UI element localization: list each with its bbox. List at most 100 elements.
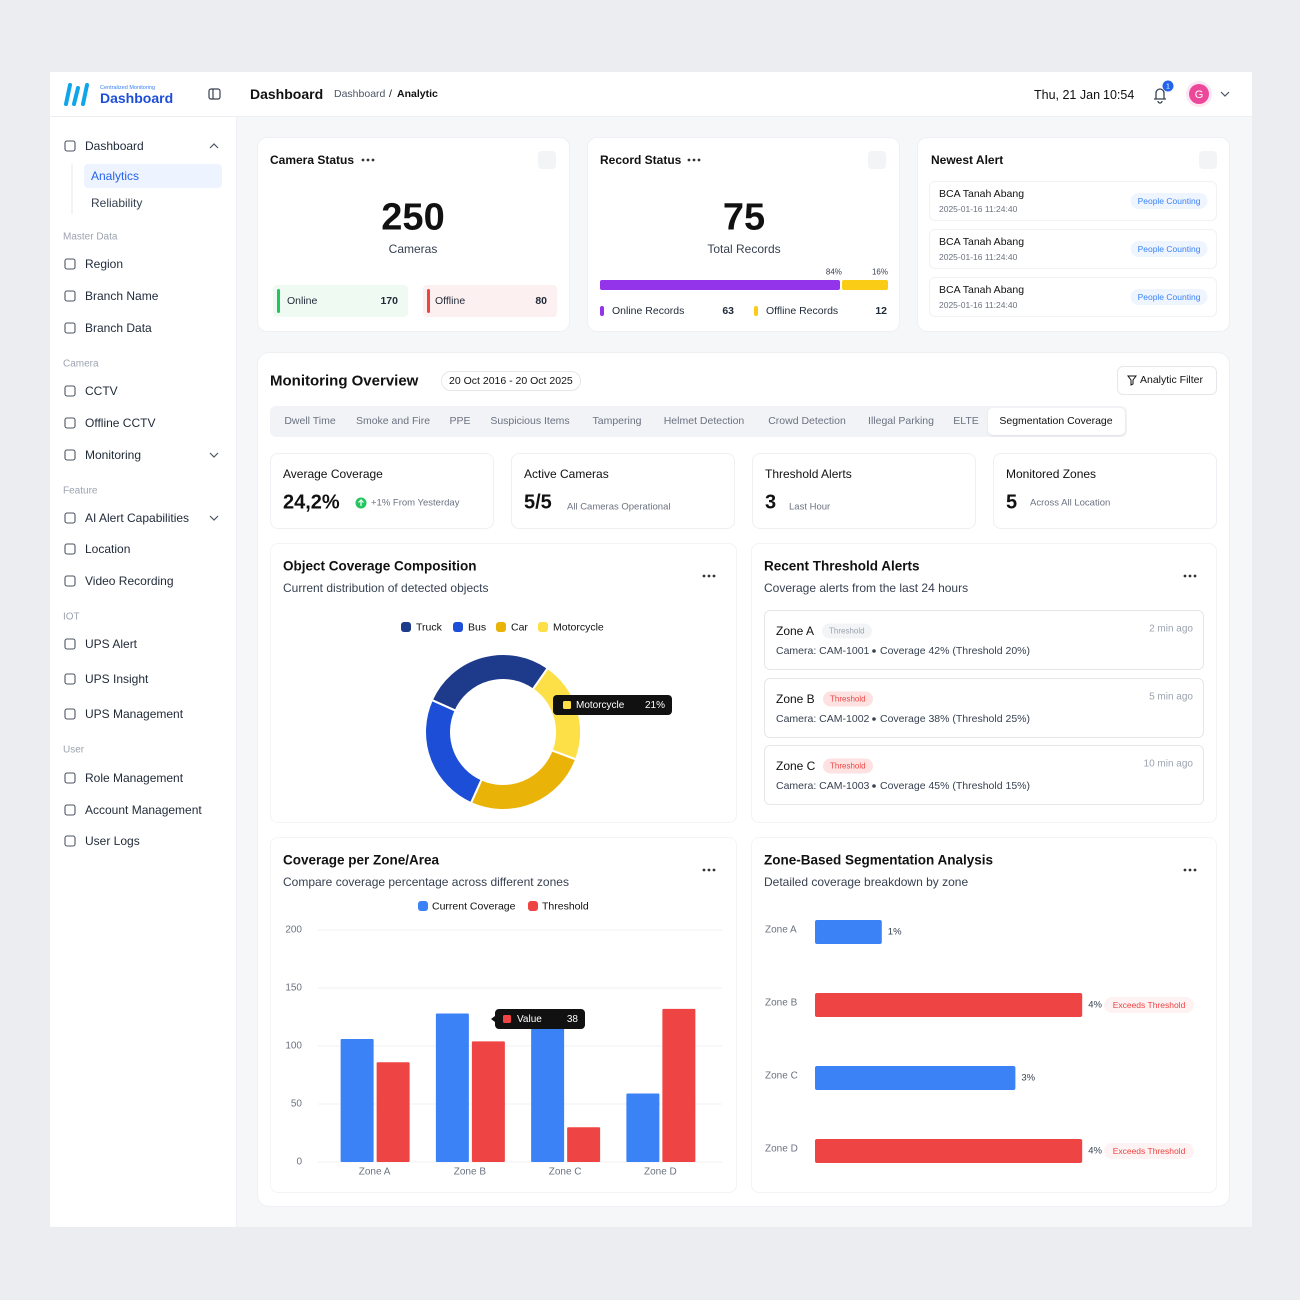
chart-title: Coverage per Zone/Area bbox=[283, 852, 440, 868]
chart-card bbox=[270, 837, 737, 1193]
alert-coverage: Coverage 42% (Threshold 20%) bbox=[880, 645, 1030, 657]
alert-item[interactable] bbox=[764, 745, 1204, 805]
nav-item[interactable]: CCTV bbox=[85, 384, 118, 398]
online-indicator bbox=[277, 289, 280, 313]
nav-subitem[interactable]: Reliability bbox=[91, 196, 143, 210]
nav-item[interactable]: Dashboard bbox=[85, 139, 144, 153]
record-status-card bbox=[587, 137, 900, 332]
tab[interactable]: Tampering bbox=[592, 415, 642, 427]
breadcrumb-item: Analytic bbox=[397, 88, 438, 100]
alert-time: 2025-01-16 11:24:40 bbox=[939, 300, 1018, 310]
tab-bar bbox=[270, 406, 1127, 437]
tab[interactable]: Dwell Time bbox=[284, 415, 336, 427]
chart-title: Zone-Based Segmentation Analysis bbox=[764, 852, 994, 868]
alert-time: 5 min ago bbox=[1149, 691, 1193, 703]
chart-subtitle: Compare coverage percentage across diffe… bbox=[283, 875, 569, 889]
tab[interactable]: PPE bbox=[449, 415, 471, 427]
nav-item[interactable]: Role Management bbox=[85, 771, 184, 785]
nav-section-title: Camera bbox=[63, 358, 99, 370]
stat-note: Across All Location bbox=[1030, 497, 1111, 509]
alert-badge: Threshold bbox=[823, 691, 873, 707]
nav-item[interactable]: Branch Data bbox=[85, 321, 152, 335]
offline-box bbox=[423, 285, 557, 317]
alert-row[interactable] bbox=[929, 277, 1217, 317]
alert-time: 2025-01-16 11:24:40 bbox=[939, 252, 1018, 262]
nav-item[interactable]: Account Management bbox=[85, 803, 202, 817]
stat-card bbox=[993, 453, 1217, 529]
monitoring-panel bbox=[257, 352, 1230, 1207]
legend-swatch bbox=[754, 306, 758, 316]
stat-value: 5/5 bbox=[524, 491, 552, 514]
nav-item[interactable]: UPS Insight bbox=[85, 672, 149, 686]
nav-item[interactable]: Offline CCTV bbox=[85, 416, 156, 430]
chart-card bbox=[751, 543, 1217, 823]
nav-item[interactable]: UPS Alert bbox=[85, 637, 138, 651]
share-label: 84% bbox=[825, 267, 842, 277]
stat-note: All Cameras Operational bbox=[567, 501, 671, 513]
tab[interactable]: Smoke and Fire bbox=[355, 415, 431, 427]
nav-item[interactable]: Region bbox=[85, 257, 124, 271]
nav-active-bg bbox=[84, 164, 222, 188]
stat-value: 24,2% bbox=[283, 491, 340, 514]
nav-section-title: Master Data bbox=[63, 231, 118, 243]
alert-zone: Zone C bbox=[776, 759, 816, 773]
alert-row[interactable] bbox=[929, 229, 1217, 269]
card-title: Newest Alert bbox=[931, 153, 1004, 167]
stat-label: Monitored Zones bbox=[1006, 467, 1097, 481]
alert-time: 2 min ago bbox=[1149, 623, 1193, 635]
stat-value: 5 bbox=[1006, 491, 1018, 514]
chart-card bbox=[751, 837, 1217, 1193]
alert-row[interactable] bbox=[929, 181, 1217, 221]
tab[interactable]: ELTE bbox=[953, 415, 979, 427]
card-icon bbox=[538, 151, 556, 169]
tab[interactable]: Illegal Parking bbox=[868, 415, 934, 427]
chart-subtitle: Current distribution of detected objects bbox=[283, 581, 489, 595]
breadcrumb-item[interactable]: Dashboard bbox=[334, 88, 386, 100]
nav-item[interactable]: AI Alert Capabilities bbox=[85, 511, 190, 525]
offline-indicator bbox=[427, 289, 430, 313]
alert-badge: Threshold bbox=[822, 623, 872, 639]
stat-note: Last Hour bbox=[789, 501, 831, 513]
nav-section-title: User bbox=[63, 744, 85, 756]
nav-item[interactable]: Monitoring bbox=[85, 448, 142, 462]
time: 10:54 bbox=[1103, 88, 1135, 102]
nav-item[interactable]: Video Recording bbox=[85, 574, 174, 588]
nav-item[interactable]: User Logs bbox=[85, 834, 140, 848]
alert-item[interactable] bbox=[764, 678, 1204, 738]
tab[interactable]: Suspicious Items bbox=[490, 415, 570, 427]
alert-item[interactable] bbox=[764, 610, 1204, 670]
card-title: Record Status bbox=[600, 153, 682, 167]
card-title: Camera Status bbox=[270, 153, 355, 167]
alert-coverage: Coverage 45% (Threshold 15%) bbox=[880, 780, 1030, 792]
date-range[interactable]: 20 Oct 2016 - 20 Oct 2025 bbox=[441, 371, 581, 391]
chart-title: Object Coverage Composition bbox=[283, 558, 477, 574]
nav-item[interactable]: Branch Name bbox=[85, 289, 159, 303]
online-box bbox=[273, 285, 408, 317]
camera-total: 250 bbox=[381, 196, 445, 239]
card-icon bbox=[1199, 151, 1217, 169]
alert-zone: Zone A bbox=[776, 624, 815, 638]
nav-subitem[interactable]: Analytics bbox=[91, 169, 140, 183]
chart-subtitle: Detailed coverage breakdown by zone bbox=[764, 875, 969, 889]
stat-label: Average Coverage bbox=[283, 467, 383, 481]
tab[interactable]: Crowd Detection bbox=[768, 415, 846, 427]
offline-label: Offline bbox=[435, 295, 466, 307]
tab[interactable]: Segmentation Coverage bbox=[999, 415, 1113, 427]
record-total: 75 bbox=[722, 196, 766, 239]
alert-location: BCA Tanah Abang bbox=[939, 284, 1025, 296]
alert-camera: Camera: CAM-1003 bbox=[776, 780, 870, 792]
alert-location: BCA Tanah Abang bbox=[939, 236, 1025, 248]
legend-label: Online Records bbox=[612, 305, 685, 317]
nav-item[interactable]: UPS Management bbox=[85, 707, 184, 721]
stat-label: Threshold Alerts bbox=[765, 467, 852, 481]
online-share-bar bbox=[600, 280, 840, 290]
nav-item[interactable]: Location bbox=[85, 542, 131, 556]
stat-card bbox=[270, 453, 494, 529]
alert-coverage: Coverage 38% (Threshold 25%) bbox=[880, 713, 1030, 725]
logo-caption: Centralized Monitoring bbox=[100, 85, 156, 91]
tab[interactable]: Helmet Detection bbox=[663, 415, 745, 427]
stat-note: +1% From Yesterday bbox=[371, 497, 460, 509]
alert-time: 2025-01-16 11:24:40 bbox=[939, 204, 1018, 214]
